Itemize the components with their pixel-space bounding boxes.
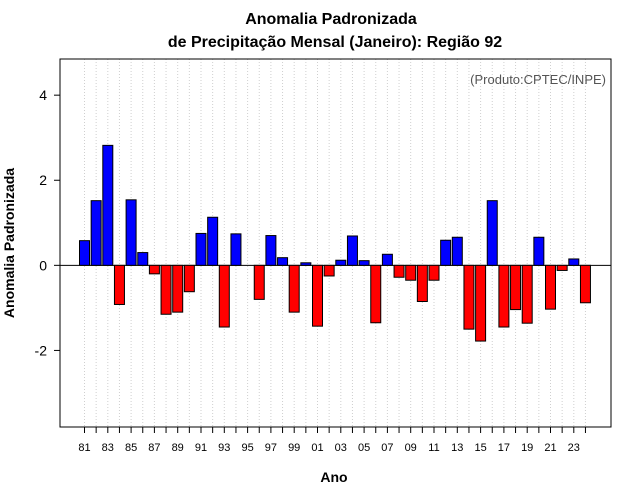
x-tick-label: 91 — [195, 442, 207, 454]
bar-97 — [265, 235, 277, 266]
bar-04 — [346, 235, 358, 266]
bar-21 — [545, 264, 556, 310]
bar-22 — [556, 264, 568, 271]
bar-84 — [113, 264, 125, 305]
y-tick-label: 0 — [39, 257, 47, 273]
bars — [79, 144, 591, 342]
y-axis: -2 0 2 4 — [35, 87, 60, 358]
x-tick-label: 85 — [125, 442, 137, 454]
x-tick-label: 05 — [358, 442, 370, 454]
bar-12 — [440, 239, 452, 266]
x-tick-label: 17 — [498, 442, 510, 454]
bar-18 — [510, 264, 522, 311]
plot-frame — [59, 58, 612, 428]
bar-15 — [475, 264, 487, 342]
x-tick-label: 89 — [172, 442, 184, 454]
bar-00 — [300, 262, 312, 266]
bar-83 — [102, 144, 114, 266]
chart-title: Anomalia Padronizada — [245, 11, 417, 28]
bar-89 — [172, 264, 184, 313]
bar-11 — [428, 264, 440, 281]
x-tick-label: 95 — [241, 442, 253, 454]
bar-10 — [416, 264, 428, 302]
bar-92 — [207, 216, 219, 266]
bar-02 — [323, 264, 335, 277]
y-tick-label: 2 — [39, 172, 47, 188]
bar-05 — [358, 260, 370, 266]
bar-09 — [405, 264, 417, 281]
x-tick-label: 11 — [428, 442, 439, 454]
bar-99 — [288, 264, 300, 313]
bar-03 — [335, 259, 347, 266]
bar-01 — [312, 264, 323, 327]
bar-06 — [370, 264, 382, 324]
bar-96 — [253, 264, 265, 300]
x-tick-label: 15 — [474, 442, 486, 454]
y-tick-label: -2 — [35, 342, 48, 358]
bar-81 — [79, 240, 90, 266]
bar-23 — [568, 258, 580, 266]
bar-90 — [183, 264, 195, 293]
bar-19 — [521, 264, 533, 324]
bar-82 — [90, 200, 102, 266]
bar-85 — [125, 199, 137, 266]
credit-text: (Produto:CPTEC/INPE) — [470, 72, 606, 87]
bar-07 — [381, 253, 393, 266]
x-tick-label: 19 — [521, 442, 533, 454]
bar-24 — [579, 264, 591, 304]
x-tick-label: 87 — [148, 442, 160, 454]
x-tick-label: 07 — [381, 442, 393, 454]
x-tick-label: 13 — [451, 442, 463, 454]
bar-16 — [486, 200, 498, 266]
bar-13 — [451, 236, 463, 266]
bar-17 — [498, 264, 510, 328]
bar-88 — [160, 264, 172, 315]
x-tick-label: 83 — [102, 442, 114, 454]
bar-86 — [137, 252, 149, 266]
x-tick-label: 97 — [265, 442, 277, 454]
x-tick-label: 01 — [311, 442, 323, 454]
x-tick-label: 09 — [405, 442, 417, 454]
bar-91 — [195, 232, 207, 266]
x-tick-label: 03 — [335, 442, 347, 454]
x-axis-title: Ano — [320, 469, 347, 485]
chart-subtitle: de Precipitação Mensal (Janeiro): Região… — [168, 34, 502, 51]
x-tick-label: 81 — [78, 442, 90, 454]
bar-98 — [277, 257, 289, 266]
bar-08 — [393, 264, 405, 278]
bar-20 — [533, 236, 545, 266]
x-tick-label: 21 — [544, 442, 556, 454]
x-tick-label: 93 — [218, 442, 230, 454]
y-tick-label: 4 — [39, 87, 47, 103]
x-tick-label: 23 — [568, 442, 580, 454]
bar-93 — [218, 264, 230, 328]
x-axis: 81 83 85 87 89 91 93 95 97 99 01 03 05 07 09 11 13 15 17 19… — [78, 427, 586, 454]
bar-94 — [230, 233, 242, 266]
bar-14 — [463, 264, 475, 330]
bar-87 — [148, 264, 160, 275]
x-tick-label: 99 — [288, 442, 300, 454]
y-axis-title: Anomalia Padronizada — [1, 168, 17, 318]
